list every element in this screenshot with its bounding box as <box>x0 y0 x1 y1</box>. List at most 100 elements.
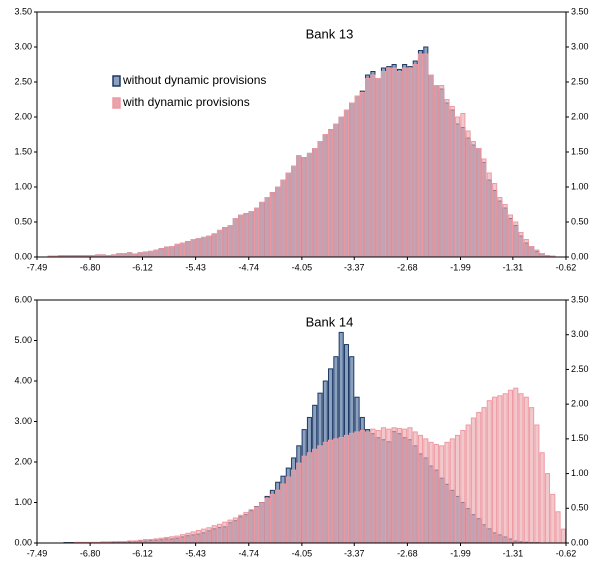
bar <box>454 434 461 544</box>
bar <box>460 430 466 544</box>
bar <box>539 452 545 544</box>
bar <box>317 445 323 544</box>
y-tick-label: 0.50 <box>14 216 32 226</box>
legend-swatch <box>112 75 121 87</box>
y2-tick-label: 0.00 <box>571 537 589 547</box>
x-tick-label: -0.62 <box>556 548 577 558</box>
bar <box>433 85 439 258</box>
bar <box>148 250 154 258</box>
bar <box>534 424 540 544</box>
bar <box>201 236 207 258</box>
bar <box>338 116 344 258</box>
bar <box>280 483 286 544</box>
bar <box>560 528 566 544</box>
bar <box>264 498 270 544</box>
x-tick-label: -3.37 <box>344 262 365 272</box>
bar <box>428 441 434 544</box>
bar <box>216 229 223 258</box>
bar <box>291 165 297 258</box>
y-tick-label: 2.00 <box>14 456 32 466</box>
bar <box>248 509 254 544</box>
bar <box>523 396 529 544</box>
bar <box>444 441 450 544</box>
y-tick-label: 0.00 <box>14 251 32 261</box>
bar <box>142 539 149 544</box>
bar <box>534 249 540 258</box>
bar <box>513 221 519 258</box>
y2-tick-label: 1.50 <box>571 433 589 443</box>
bar <box>190 239 196 258</box>
bar <box>539 253 545 258</box>
bar <box>391 427 397 544</box>
bar <box>243 511 249 544</box>
x-tick-label: -6.12 <box>132 548 153 558</box>
bar <box>280 179 286 258</box>
bar <box>417 53 424 258</box>
legend-text: without dynamic provisions <box>122 73 266 87</box>
bar <box>127 252 133 258</box>
bar <box>507 214 514 258</box>
bar <box>116 253 122 258</box>
x-tick-label: -5.43 <box>185 262 206 272</box>
x-tick-label: -6.80 <box>80 548 101 558</box>
x-tick-label: -1.99 <box>450 548 471 558</box>
y2-tick-label: 0.00 <box>571 251 589 261</box>
y2-tick-label: 3.50 <box>571 294 589 304</box>
x-tick-label: -3.37 <box>344 548 365 558</box>
bar <box>365 78 371 258</box>
bar <box>423 53 429 258</box>
bar <box>449 438 455 544</box>
bar <box>518 393 524 544</box>
bar <box>322 441 328 544</box>
bar <box>396 427 402 544</box>
y-tick-label: 1.00 <box>14 181 32 191</box>
bar <box>407 67 413 258</box>
bar <box>444 99 450 258</box>
bar <box>502 393 508 544</box>
bar <box>195 238 201 258</box>
bar <box>306 152 312 258</box>
bar <box>486 400 492 544</box>
bar <box>296 155 302 258</box>
bar <box>169 536 175 544</box>
y-tick-label: 5.00 <box>14 335 32 345</box>
y-tick-label: 0.00 <box>14 537 32 547</box>
bar <box>391 67 397 258</box>
x-tick-label: -6.12 <box>132 262 153 272</box>
bar <box>222 227 228 258</box>
x-tick-label: -7.49 <box>27 548 48 558</box>
bar <box>375 430 381 544</box>
bar <box>470 417 476 544</box>
y2-tick-label: 3.50 <box>571 6 589 16</box>
bar <box>142 251 149 258</box>
bar <box>492 396 498 544</box>
bar <box>317 141 323 258</box>
bar <box>476 148 482 258</box>
plot-frame <box>36 11 567 258</box>
bar <box>439 445 445 544</box>
bar <box>121 253 127 258</box>
bar <box>523 239 529 258</box>
bar <box>174 535 180 544</box>
x-tick-label: -4.74 <box>238 262 259 272</box>
bar <box>502 204 508 258</box>
y-tick-label: 2.50 <box>14 76 32 86</box>
bar <box>238 514 244 544</box>
bar <box>359 430 365 544</box>
bar <box>354 431 360 544</box>
bar <box>370 428 376 544</box>
bar <box>412 64 418 258</box>
bar <box>349 102 355 258</box>
bar <box>365 431 371 544</box>
bar <box>354 95 360 258</box>
bar <box>232 218 238 258</box>
x-tick-label: -4.05 <box>292 262 313 272</box>
bar <box>481 407 487 544</box>
bar <box>164 246 170 258</box>
x-tick-label: -1.31 <box>503 548 524 558</box>
bar <box>380 71 387 258</box>
y-tick-label: 3.50 <box>14 6 32 16</box>
bar <box>238 214 244 258</box>
y2-tick-label: 2.50 <box>571 364 589 374</box>
bar <box>449 106 455 258</box>
